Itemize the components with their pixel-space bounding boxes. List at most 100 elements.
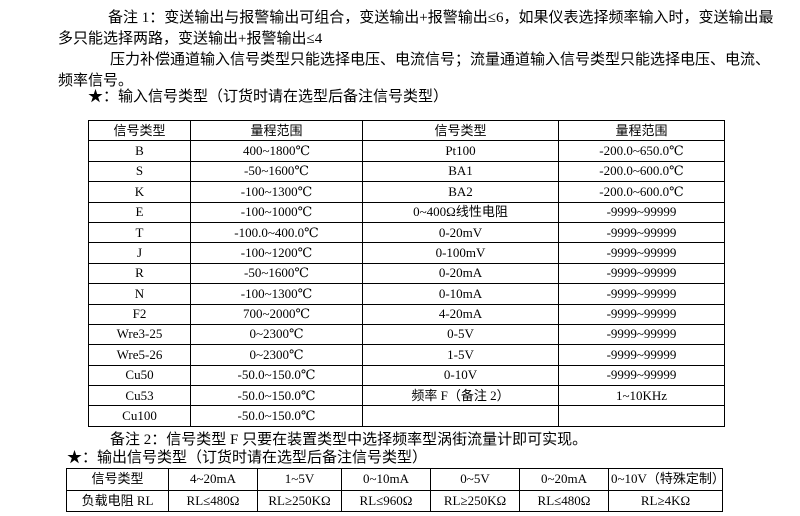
table-cell: 0-10mA <box>362 283 559 305</box>
table-cell: T <box>88 221 191 244</box>
table-row: Wre5-26 0~2300℃ 1-5V -9999~99999 <box>88 344 725 366</box>
table-cell: RL≤960Ω <box>341 489 431 512</box>
table-cell: 400~1800℃ <box>190 140 363 162</box>
table-cell: RL≥250KΩ <box>430 489 520 512</box>
table-cell: J <box>88 242 191 264</box>
column-header: 1~5V <box>257 468 342 491</box>
column-header: 4~20mA <box>168 468 258 491</box>
output-signal-heading: ★：输出信号类型（订货时请在选型后备注信号类型） <box>67 450 428 466</box>
note1-line1: 备注 1：变送输出与报警输出可组合，变送输出+报警输出≤6，如果仪表选择频率输入… <box>108 10 774 26</box>
table-cell: -9999~99999 <box>558 344 725 366</box>
table-cell: -200.0~600.0℃ <box>558 181 725 203</box>
input-signal-table: 信号类型 量程范围 信号类型 量程范围 B 400~1800℃ Pt100 -200.0~65… <box>88 119 725 427</box>
table-cell: 负载电阻 RL <box>66 489 169 512</box>
table-cell: B <box>88 140 191 162</box>
table-cell: S <box>88 160 191 183</box>
table-cell: -50~1600℃ <box>190 262 363 285</box>
table-cell: R <box>88 262 191 285</box>
column-header: 信号类型 <box>66 468 169 491</box>
table-cell: E <box>88 201 191 223</box>
table-cell: -9999~99999 <box>558 283 725 305</box>
table-cell: -9999~99999 <box>558 262 725 285</box>
column-header: 0~20mA <box>519 468 609 491</box>
table-cell: 0-20mV <box>362 221 559 244</box>
table-cell: RL≤480Ω <box>519 489 609 512</box>
table-cell: Cu100 <box>88 405 191 427</box>
table-row: E -100~1000℃ 0~400Ω线性电阻 -9999~99999 <box>88 201 725 223</box>
table-row: N -100~1300℃ 0-10mA -9999~99999 <box>88 283 725 305</box>
table-cell: -9999~99999 <box>558 201 725 223</box>
column-header: 0~10V（特殊定制） <box>608 468 723 491</box>
table-cell: 4-20mA <box>362 303 559 325</box>
table-row: K -100~1300℃ BA2 -200.0~600.0℃ <box>88 181 725 203</box>
table-cell: Pt100 <box>362 140 559 162</box>
table-row: R -50~1600℃ 0-20mA -9999~99999 <box>88 262 725 285</box>
table-cell: Wre5-26 <box>88 344 191 366</box>
table-cell: -100.0~400.0℃ <box>190 221 363 244</box>
table-cell: 频率 F（备注 2） <box>362 385 559 407</box>
table-row: Cu50 -50.0~150.0℃ 0-10V -9999~99999 <box>88 364 725 387</box>
table-cell: 0-100mV <box>362 242 559 264</box>
table-cell: -9999~99999 <box>558 303 725 325</box>
table-cell: Wre3-25 <box>88 323 191 346</box>
table-cell: Cu53 <box>88 385 191 407</box>
note2-line: 备注 2：信号类型 F 只要在装置类型中选择频率型涡街流量计即可实现。 <box>110 432 588 448</box>
table-row: J -100~1200℃ 0-100mV -9999~99999 <box>88 242 725 264</box>
table-cell: BA1 <box>362 160 559 183</box>
table-cell: 0~2300℃ <box>190 323 363 346</box>
column-header: 0~10mA <box>341 468 431 491</box>
column-header: 信号类型 <box>88 119 191 142</box>
table-cell: -9999~99999 <box>558 242 725 264</box>
table-cell: F2 <box>88 303 191 325</box>
table-cell: 1-5V <box>362 344 559 366</box>
table-cell: 1~10KHz <box>558 385 725 407</box>
column-header: 量程范围 <box>558 119 725 142</box>
table-cell: -50.0~150.0℃ <box>190 405 363 427</box>
table-cell: 0~400Ω线性电阻 <box>362 201 559 223</box>
table-cell <box>558 405 725 427</box>
table-cell <box>362 405 559 427</box>
table-cell: -100~1300℃ <box>190 283 363 305</box>
table-cell: -9999~99999 <box>558 364 725 387</box>
table-row: Wre3-25 0~2300℃ 0-5V -9999~99999 <box>88 323 725 346</box>
column-header: 信号类型 <box>362 119 559 142</box>
table-cell: 0-20mA <box>362 262 559 285</box>
table-cell: -100~1200℃ <box>190 242 363 264</box>
input-signal-heading: ★：输入信号类型（订货时请在选型后备注信号类型） <box>88 89 449 105</box>
table-header-row: 信号类型 4~20mA 1~5V 0~10mA 0~5V 0~20mA 0~10V（特殊定制… <box>66 468 723 491</box>
table-cell: -200.0~600.0℃ <box>558 160 725 183</box>
table-cell: -100~1300℃ <box>190 181 363 203</box>
table-cell: K <box>88 181 191 203</box>
table-cell: -50.0~150.0℃ <box>190 385 363 407</box>
note1-line3: 压力补偿通道输入信号类型只能选择电压、电流信号；流量通道输入信号类型只能选择电压… <box>110 52 771 68</box>
table-cell: 0-5V <box>362 323 559 346</box>
table-cell: RL≤480Ω <box>168 489 258 512</box>
table-row: T -100.0~400.0℃ 0-20mV -9999~99999 <box>88 221 725 244</box>
table-cell: -50~1600℃ <box>190 160 363 183</box>
table-cell: -9999~99999 <box>558 323 725 346</box>
table-cell: 0~2300℃ <box>190 344 363 366</box>
table-cell: 0-10V <box>362 364 559 387</box>
table-row: S -50~1600℃ BA1 -200.0~600.0℃ <box>88 160 725 183</box>
table-row: Cu100 -50.0~150.0℃ <box>88 405 725 427</box>
table-cell: Cu50 <box>88 364 191 387</box>
column-header: 量程范围 <box>190 119 363 142</box>
table-cell: -9999~99999 <box>558 221 725 244</box>
table-cell: RL≥4KΩ <box>608 489 723 512</box>
table-header-row: 信号类型 量程范围 信号类型 量程范围 <box>88 119 725 142</box>
table-row: 负载电阻 RL RL≤480Ω RL≥250KΩ RL≤960Ω RL≥250KΩ RL≤… <box>66 489 723 512</box>
note1-line4: 频率信号。 <box>58 73 134 89</box>
table-cell: RL≥250KΩ <box>257 489 342 512</box>
table-cell: -50.0~150.0℃ <box>190 364 363 387</box>
table-row: F2 700~2000℃ 4-20mA -9999~99999 <box>88 303 725 325</box>
note1-line2: 多只能选择两路，变送输出+报警输出≤4 <box>58 31 323 47</box>
table-cell: -100~1000℃ <box>190 201 363 223</box>
table-row: B 400~1800℃ Pt100 -200.0~650.0℃ <box>88 140 725 162</box>
table-row: Cu53 -50.0~150.0℃ 频率 F（备注 2） 1~10KHz <box>88 385 725 407</box>
table-cell: N <box>88 283 191 305</box>
output-signal-table: 信号类型 4~20mA 1~5V 0~10mA 0~5V 0~20mA 0~10V（特殊定制… <box>66 468 723 512</box>
table-cell: -200.0~650.0℃ <box>558 140 725 162</box>
column-header: 0~5V <box>430 468 520 491</box>
table-cell: 700~2000℃ <box>190 303 363 325</box>
